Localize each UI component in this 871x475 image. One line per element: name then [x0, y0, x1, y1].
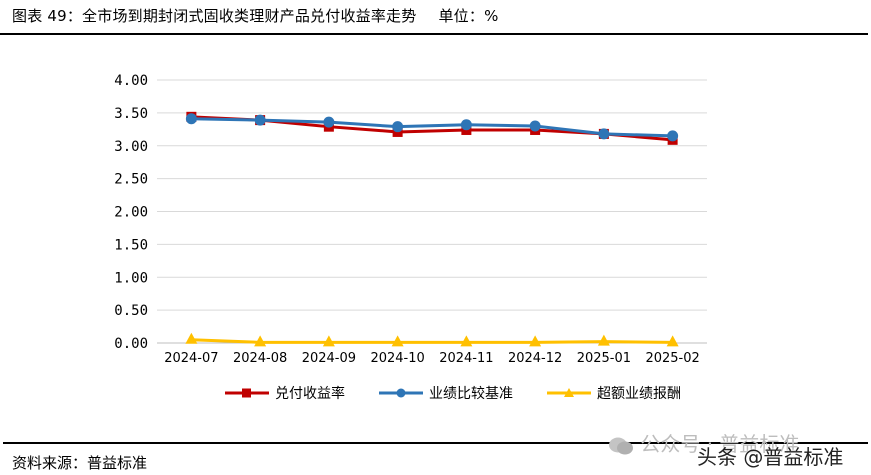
- x-tick-label: 2024-09: [302, 351, 356, 366]
- x-tick-label: 2024-11: [439, 351, 493, 366]
- square-marker-icon: [225, 388, 269, 398]
- unit-label: 单位：%: [438, 7, 499, 25]
- data-point-circle: [254, 114, 266, 126]
- data-point-circle: [598, 128, 610, 140]
- source-note: 资料来源：普益标准: [12, 454, 148, 472]
- chart-title-text: 图表 49：全市场到期封闭式固收类理财产品兑付收益率走势: [12, 7, 417, 25]
- x-tick-label: 2024-10: [370, 351, 424, 366]
- watermark-toutiao: 头条 @普益标准: [697, 445, 844, 469]
- bottom-divider: [3, 442, 868, 444]
- y-tick-label: 0.00: [114, 336, 148, 352]
- data-point-triangle: [322, 335, 335, 347]
- data-point-triangle: [666, 335, 679, 347]
- x-tick-label: 2024-08: [233, 351, 287, 366]
- legend-label: 超额业绩报酬: [597, 386, 681, 402]
- x-tick-label: 2025-02: [645, 351, 699, 366]
- line-chart: 0.00 0.50 1.00 1.50 2.00 2.50 3.00 3.50 4.00 2024…: [114, 73, 707, 366]
- chart-title: 图表 49：全市场到期封闭式固收类理财产品兑付收益率走势 单位：%: [12, 5, 499, 26]
- data-point-triangle: [391, 335, 404, 347]
- x-tick-label: 2024-07: [164, 351, 218, 366]
- x-tick-label: 2025-01: [577, 351, 631, 366]
- data-point-circle: [392, 121, 404, 133]
- circle-marker-icon: [379, 388, 423, 398]
- x-tick-label: 2024-12: [508, 351, 562, 366]
- data-point-circle: [529, 120, 541, 132]
- y-tick-label: 3.50: [114, 106, 148, 122]
- y-tick-label: 2.50: [114, 172, 148, 188]
- data-point-triangle: [460, 335, 473, 347]
- data-point-circle: [460, 119, 472, 131]
- y-tick-label: 4.00: [114, 73, 148, 89]
- y-tick-label: 0.50: [114, 303, 148, 319]
- data-point-triangle: [597, 334, 610, 346]
- y-tick-label: 2.00: [114, 205, 148, 221]
- watermark-wechat: 公众号 · 普益标准: [608, 428, 799, 457]
- legend-label: 兑付收益率: [275, 386, 345, 402]
- y-tick-label: 3.00: [114, 139, 148, 155]
- triangle-marker-icon: [547, 388, 591, 397]
- data-point-circle: [185, 113, 197, 125]
- data-point-circle: [667, 130, 679, 142]
- legend-item-payout-yield: 兑付收益率: [225, 383, 345, 403]
- legend-item-excess-fee: 超额业绩报酬: [547, 383, 681, 403]
- data-point-triangle: [254, 335, 267, 347]
- series-line: [191, 338, 673, 344]
- y-tick-label: 1.50: [114, 237, 148, 253]
- data-point-circle: [323, 116, 335, 128]
- top-divider: [0, 33, 868, 35]
- legend-label: 业绩比较基准: [429, 386, 513, 402]
- data-point-triangle: [185, 332, 198, 344]
- legend-item-benchmark: 业绩比较基准: [379, 383, 513, 403]
- y-tick-label: 1.00: [114, 270, 148, 286]
- chart-legend: 兑付收益率 业绩比较基准 超额业绩报酬: [225, 383, 681, 403]
- watermark-text: 公众号 · 普益标准: [640, 432, 800, 456]
- data-point-triangle: [529, 335, 542, 347]
- series-line: [191, 117, 673, 138]
- wechat-icon: [609, 437, 633, 454]
